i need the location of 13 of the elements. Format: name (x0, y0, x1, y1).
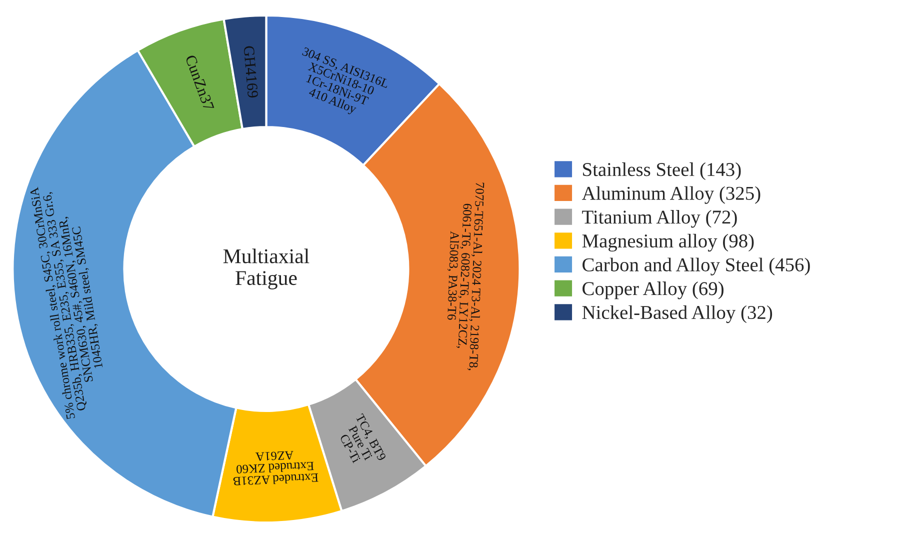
text: Multiaxial Fatigue (223, 248, 310, 290)
text: 5% chrome work roll steel, S45C, 30CrMnSiA Q235b, HRB335, E235, E355, SA 333 Gr.6, SNCM630, 45#, S460N, 16MnR, 1045HR, Mild steel, SM45C (29, 186, 104, 420)
text: 7075-T651-Al, 2024 T3-Al, 2198-T8, 6061-T6, 6082-T6, LY12CZ, Al5083, PA38-T6 (446, 182, 485, 370)
text: TC4, BT9 Pure Ti CP-Ti (340, 413, 386, 464)
legend-label: Aluminum Alloy (325) (582, 186, 760, 204)
legend-label: Nickel-Based Alloy (32) (582, 305, 772, 324)
legend-label: Stainless Steel (143) (583, 162, 741, 180)
legend-label: Copper Alloy (69) (582, 282, 724, 300)
legend-label: Titanium Alloy (72) (582, 210, 737, 228)
legend-label: Magnesium alloy (98) (582, 234, 754, 252)
legend-label: Carbon and Alloy Steel (456) (582, 258, 810, 276)
text: Extruded AZ31B Extruded ZK60 AZ61A (233, 450, 318, 486)
text: GH4169 (244, 46, 258, 98)
